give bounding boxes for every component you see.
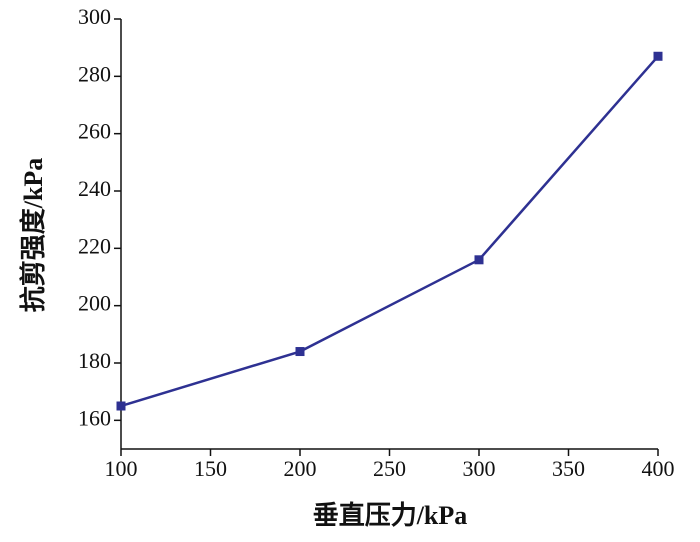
marker (295, 347, 305, 357)
y-tick-label: 180 (78, 348, 111, 373)
x-tick-label: 300 (463, 456, 496, 481)
marker (653, 51, 663, 61)
x-axis-title: 垂直压力/kPa (313, 501, 468, 530)
x-tick-label: 150 (194, 456, 227, 481)
x-tick-label: 100 (105, 456, 138, 481)
y-axis-title: 抗剪强度/kPa (18, 158, 48, 313)
y-tick-label: 160 (78, 405, 111, 430)
marker (474, 255, 484, 265)
y-tick-label: 300 (78, 4, 111, 29)
marker (116, 401, 126, 411)
x-tick-label: 200 (284, 456, 317, 481)
x-tick-label: 350 (552, 456, 585, 481)
y-tick-label: 240 (78, 176, 111, 201)
y-tick-label: 260 (78, 119, 111, 144)
y-tick-label: 200 (78, 291, 111, 316)
y-tick-label: 220 (78, 233, 111, 258)
y-tick-label: 280 (78, 61, 111, 86)
x-tick-label: 250 (373, 456, 406, 481)
x-tick-label: 400 (642, 456, 675, 481)
line (120, 55, 659, 408)
